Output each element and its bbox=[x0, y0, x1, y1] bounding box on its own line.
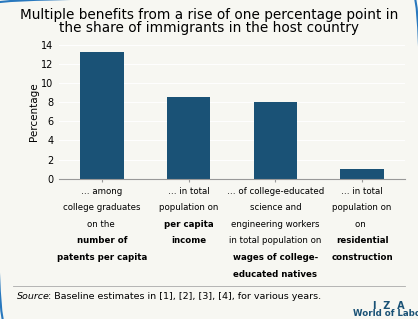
Text: income: income bbox=[171, 236, 206, 245]
Text: educated natives: educated natives bbox=[233, 270, 317, 278]
Text: on: on bbox=[355, 220, 369, 229]
Text: World of Labor: World of Labor bbox=[353, 309, 418, 318]
Bar bbox=[80, 52, 124, 179]
Text: per capita: per capita bbox=[164, 220, 214, 229]
Text: residential: residential bbox=[336, 236, 388, 245]
Text: the share of immigrants in the host country: the share of immigrants in the host coun… bbox=[59, 21, 359, 35]
Text: construction: construction bbox=[331, 253, 393, 262]
Bar bbox=[167, 97, 210, 179]
Text: Source: Source bbox=[17, 292, 50, 301]
Text: … of college-educated: … of college-educated bbox=[227, 187, 324, 196]
Bar bbox=[254, 102, 297, 179]
Text: population on: population on bbox=[332, 203, 392, 212]
Text: in total population on: in total population on bbox=[229, 236, 321, 245]
Text: population on: population on bbox=[159, 203, 218, 212]
Bar bbox=[340, 169, 384, 179]
Text: patents per capita: patents per capita bbox=[57, 253, 147, 262]
Text: … in total: … in total bbox=[341, 187, 383, 196]
Text: engineering workers: engineering workers bbox=[231, 220, 320, 229]
Text: science and: science and bbox=[250, 203, 301, 212]
Text: Multiple benefits from a rise of one percentage point in: Multiple benefits from a rise of one per… bbox=[20, 8, 398, 22]
Text: number of: number of bbox=[76, 236, 127, 245]
Y-axis label: Percentage: Percentage bbox=[28, 82, 38, 141]
Text: college graduates: college graduates bbox=[63, 203, 140, 212]
Text: on the: on the bbox=[87, 220, 117, 229]
Text: … in total: … in total bbox=[168, 187, 209, 196]
Text: wages of college-: wages of college- bbox=[233, 253, 318, 262]
Text: : Baseline estimates in [1], [2], [3], [4], for various years.: : Baseline estimates in [1], [2], [3], [… bbox=[48, 292, 321, 301]
Text: … among: … among bbox=[81, 187, 122, 196]
Text: I  Z  A: I Z A bbox=[373, 301, 405, 311]
